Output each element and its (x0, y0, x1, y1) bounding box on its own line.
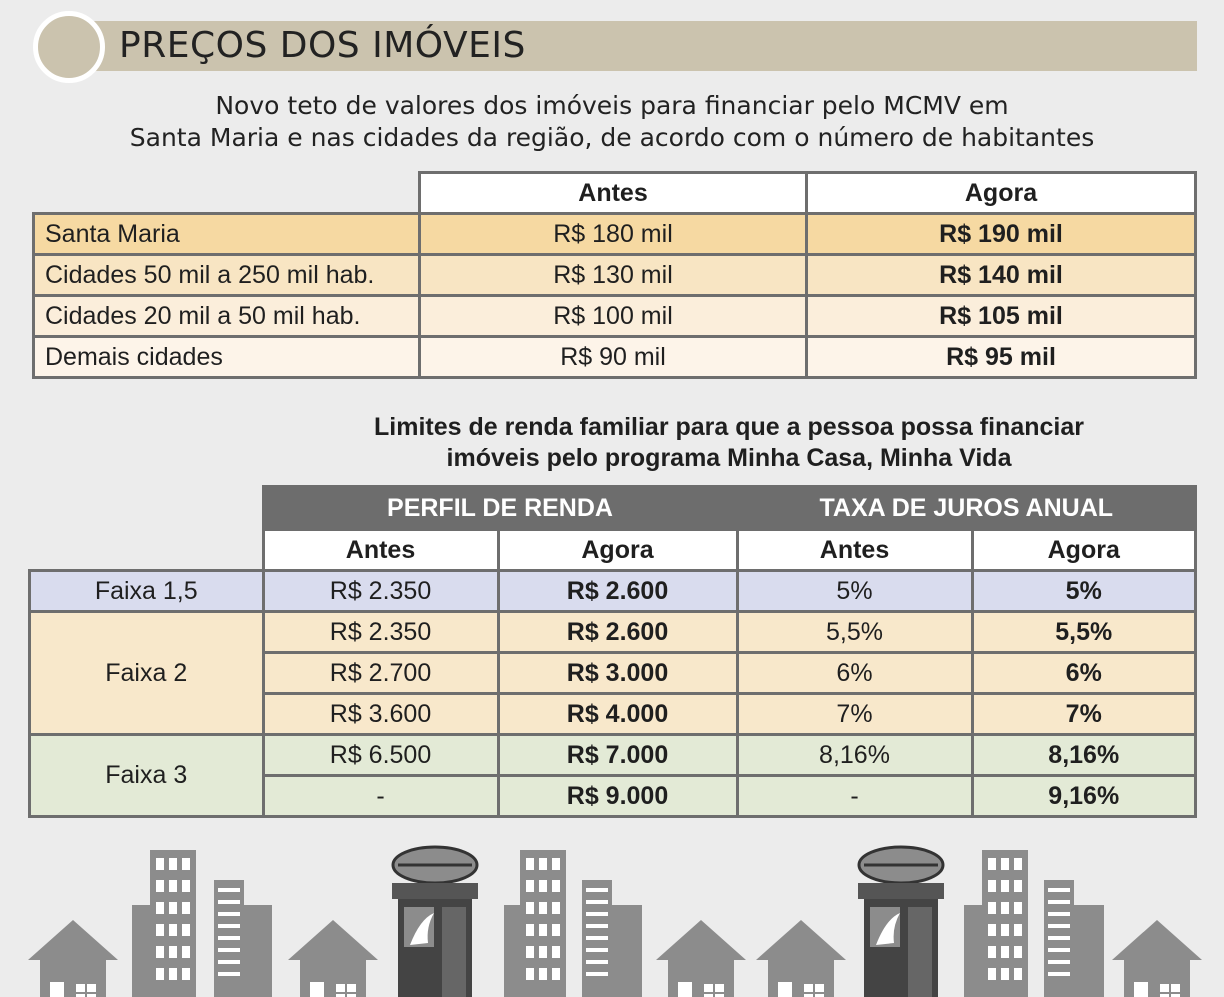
juros-agora: 8,16% (970, 733, 1197, 777)
sub-header-renda-agora: Agora (496, 528, 739, 572)
juros-agora: 5% (970, 569, 1197, 613)
price-table-corner (34, 173, 420, 214)
income-table-corner (30, 530, 264, 571)
income-table-corner (30, 487, 264, 530)
price-header-antes: Antes (418, 171, 808, 215)
income-title-line-2: imóveis pelo programa Minha Casa, Minha … (446, 444, 1012, 472)
renda-agora: R$ 7.000 (496, 733, 739, 777)
income-section-title: Limites de renda familiar para que a pes… (0, 412, 1224, 474)
price-table: Antes Agora Santa Maria R$ 180 mil R$ 19… (32, 171, 1197, 379)
renda-antes: R$ 2.700 (261, 651, 500, 695)
faixa-label: Faixa 3 (28, 733, 265, 818)
price-table-header: Antes Agora (34, 171, 1197, 215)
subtitle-line-1: Novo teto de valores dos imóveis para fi… (215, 91, 1009, 120)
header-circle-icon (33, 11, 105, 83)
row-label: Santa Maria (32, 212, 421, 256)
income-table: PERFIL DE RENDA TAXA DE JUROS ANUAL Ante… (28, 485, 1197, 818)
sub-header-juros-antes: Antes (735, 528, 974, 572)
table-row: - R$ 9.000 - 9,16% (30, 774, 1197, 818)
price-antes: R$ 130 mil (418, 253, 808, 297)
renda-antes: R$ 2.350 (261, 569, 500, 613)
price-header-agora: Agora (805, 171, 1197, 215)
renda-agora: R$ 9.000 (496, 774, 739, 818)
juros-antes: 7% (735, 692, 974, 736)
table-row: Cidades 20 mil a 50 mil hab. R$ 100 mil … (32, 294, 1197, 338)
juros-antes: 8,16% (735, 733, 974, 777)
juros-antes: 5% (735, 569, 974, 613)
price-agora: R$ 190 mil (805, 212, 1197, 256)
price-agora: R$ 140 mil (805, 253, 1197, 297)
table-row: Faixa 1,5 R$ 2.350 R$ 2.600 5% 5% (28, 569, 1197, 613)
renda-antes: R$ 3.600 (261, 692, 500, 736)
table-row: Faixa 3 R$ 6.500 R$ 7.000 8,16% 8,16% (28, 733, 1197, 818)
juros-antes: - (735, 774, 974, 818)
subtitle-line-2: Santa Maria e nas cidades da região, de … (129, 123, 1095, 152)
header-bar (60, 21, 1197, 71)
renda-agora: R$ 4.000 (496, 692, 739, 736)
table-row: Faixa 2 R$ 2.350 R$ 2.600 5,5% 5,5% (28, 610, 1197, 736)
renda-antes: R$ 6.500 (261, 733, 500, 777)
city-skyline-illustration (27, 845, 1203, 997)
table-row: Demais cidades R$ 90 mil R$ 95 mil (32, 335, 1197, 379)
table-row: Santa Maria R$ 180 mil R$ 190 mil (32, 212, 1197, 256)
income-title-line-1: Limites de renda familiar para que a pes… (374, 413, 1084, 441)
faixa-label: Faixa 1,5 (28, 569, 265, 613)
faixa-label: Faixa 2 (28, 610, 265, 736)
page-title: PREÇOS DOS IMÓVEIS (119, 25, 526, 66)
sub-header-juros-agora: Agora (970, 528, 1197, 572)
juros-agora: 9,16% (970, 774, 1197, 818)
row-label: Demais cidades (32, 335, 421, 379)
renda-agora: R$ 2.600 (496, 569, 739, 613)
juros-agora: 6% (970, 651, 1197, 695)
renda-agora: R$ 3.000 (496, 651, 739, 695)
price-agora: R$ 105 mil (805, 294, 1197, 338)
income-group-header: PERFIL DE RENDA TAXA DE JUROS ANUAL (30, 485, 1197, 531)
row-label: Cidades 20 mil a 50 mil hab. (32, 294, 421, 338)
group-perfil-de-renda: PERFIL DE RENDA (261, 485, 739, 531)
table-row: Cidades 50 mil a 250 mil hab. R$ 130 mil… (32, 253, 1197, 297)
price-agora: R$ 95 mil (805, 335, 1197, 379)
juros-antes: 5,5% (735, 610, 974, 654)
table-row: R$ 2.700 R$ 3.000 6% 6% (30, 651, 1197, 695)
subtitle: Novo teto de valores dos imóveis para fi… (0, 90, 1224, 154)
renda-agora: R$ 2.600 (496, 610, 739, 654)
price-antes: R$ 100 mil (418, 294, 808, 338)
group-taxa-de-juros: TAXA DE JUROS ANUAL (735, 485, 1197, 531)
price-antes: R$ 90 mil (418, 335, 808, 379)
juros-agora: 7% (970, 692, 1197, 736)
row-label: Cidades 50 mil a 250 mil hab. (32, 253, 421, 297)
table-row: R$ 3.600 R$ 4.000 7% 7% (30, 692, 1197, 736)
juros-agora: 5,5% (970, 610, 1197, 654)
renda-antes: - (261, 774, 500, 818)
sub-header-renda-antes: Antes (261, 528, 500, 572)
juros-antes: 6% (735, 651, 974, 695)
renda-antes: R$ 2.350 (261, 610, 500, 654)
income-sub-header: Antes Agora Antes Agora (30, 528, 1197, 572)
price-antes: R$ 180 mil (418, 212, 808, 256)
